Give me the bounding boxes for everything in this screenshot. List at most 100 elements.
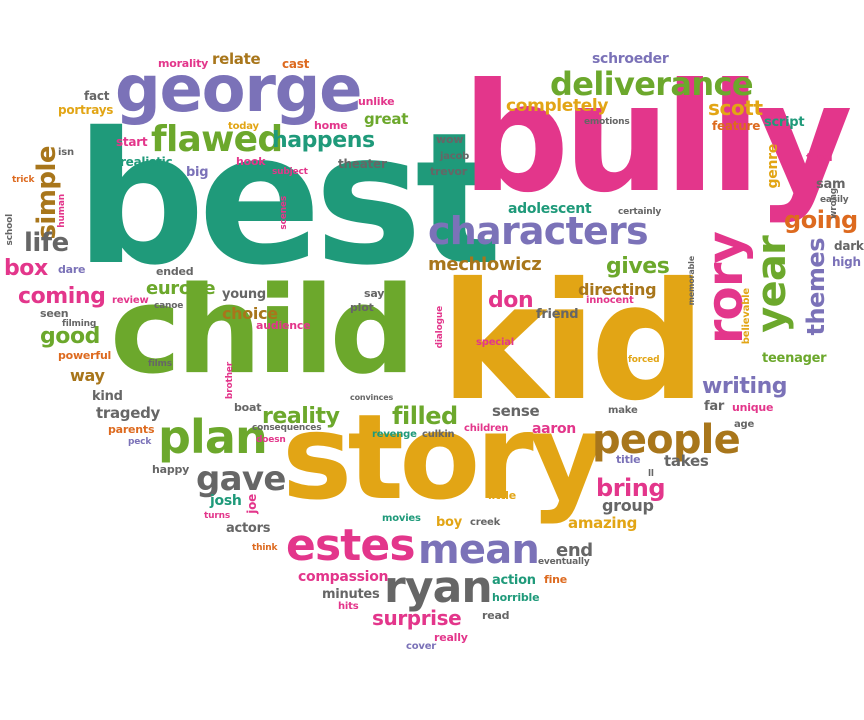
word-josh: josh: [210, 493, 242, 509]
word-morality: morality: [158, 57, 209, 70]
word-special: special: [476, 337, 515, 348]
word-far: far: [704, 399, 725, 414]
word-unique: unique: [732, 401, 774, 414]
word-start: start: [116, 135, 148, 149]
word-end: end: [556, 540, 593, 561]
word-plan: plan: [158, 410, 268, 464]
word-age: age: [734, 419, 755, 430]
word-year: year: [749, 236, 795, 333]
word-writing: writing: [702, 374, 788, 399]
word-going: going: [784, 206, 858, 234]
word-review: review: [112, 295, 149, 306]
word-make: make: [608, 405, 638, 416]
word-filming: filming: [62, 319, 97, 329]
word-compassion: compassion: [298, 569, 389, 585]
word-surprise: surprise: [372, 606, 462, 630]
word-emotions: emotions: [584, 117, 630, 127]
word-revenge: revenge: [372, 429, 417, 440]
word-ryan: ryan: [384, 562, 493, 613]
word-young: young: [222, 287, 266, 302]
word-story: story: [282, 388, 606, 526]
word-good: good: [40, 324, 100, 349]
word-reality: reality: [262, 404, 340, 429]
word-bully: bully: [462, 52, 853, 226]
word-say: say: [364, 287, 385, 300]
word-eventually: eventually: [538, 557, 590, 567]
word-people: people: [592, 417, 741, 463]
word-creek: creek: [470, 517, 501, 528]
word-filled: filled: [392, 402, 458, 430]
word-seen: seen: [40, 307, 69, 320]
word-really: really: [434, 631, 468, 644]
word-wow: wow: [436, 133, 464, 146]
word-convinces: convinces: [350, 393, 394, 402]
word-minutes: minutes: [322, 587, 380, 602]
word-plot: plot: [350, 301, 374, 314]
word-hits: hits: [338, 601, 359, 612]
word-joe: joe: [245, 494, 259, 514]
word-theater: theater: [338, 157, 387, 171]
word-life: life: [24, 228, 69, 258]
word-jacob: jacob: [440, 151, 470, 162]
word-script: script: [764, 115, 805, 130]
word-believable: believable: [741, 288, 752, 345]
word-read: read: [482, 609, 510, 622]
word-realistic: realistic: [120, 155, 173, 169]
word-canoe: canoe: [154, 301, 184, 311]
word-don: don: [488, 288, 534, 313]
word-actors: actors: [226, 521, 271, 536]
word-bring: bring: [596, 474, 666, 502]
word-dialogue: dialogue: [435, 306, 445, 349]
word-deliverance: deliverance: [550, 65, 754, 103]
word-choice: choice: [222, 304, 278, 323]
word-best: best: [75, 93, 502, 305]
word-forced: forced: [628, 355, 660, 365]
word-gave: gave: [196, 459, 286, 499]
word-innocent: innocent: [586, 295, 634, 306]
word-big: big: [186, 165, 209, 180]
word-horrible: horrible: [492, 591, 540, 604]
word-george: george: [115, 53, 363, 127]
word-tragedy: tragedy: [96, 404, 161, 422]
word-happens: happens: [272, 128, 375, 153]
word-isn: isn: [58, 147, 74, 158]
word-easily: easily: [820, 195, 849, 205]
word-culkin: culkin: [422, 429, 455, 440]
word-themes: themes: [802, 238, 830, 336]
word-movies: movies: [382, 513, 421, 524]
word-action: action: [492, 573, 536, 588]
word-human: human: [57, 194, 67, 228]
word-today: today: [228, 121, 259, 132]
word-title: title: [616, 453, 641, 466]
word-kind: kind: [92, 389, 123, 404]
word-mean: mean: [418, 527, 540, 573]
word-films: films: [148, 359, 172, 369]
word-subject: subject: [272, 167, 308, 177]
word-fine: fine: [544, 573, 567, 586]
word-doesn: doesn: [256, 435, 286, 445]
word-audience: audience: [256, 319, 311, 332]
word-trick: trick: [12, 175, 35, 185]
word-sense: sense: [492, 402, 540, 420]
word-fact: fact: [84, 89, 110, 103]
word-adolescent: adolescent: [508, 201, 592, 217]
word-children: children: [464, 423, 509, 434]
word-gives: gives: [606, 254, 670, 279]
word-powerful: powerful: [58, 349, 112, 362]
word-group: group: [602, 496, 654, 515]
word-think: think: [252, 543, 278, 553]
word-great: great: [364, 110, 409, 128]
word-school: school: [5, 214, 15, 246]
word-certainly: certainly: [618, 207, 662, 217]
word-boy: boy: [436, 515, 462, 530]
word-aaron: aaron: [532, 421, 576, 437]
word-memorable: memorable: [687, 256, 696, 306]
word-feature: feature: [712, 119, 761, 133]
word-parents: parents: [108, 423, 155, 436]
word-teenager: teenager: [762, 351, 827, 366]
word-mechlowicz: mechlowicz: [428, 254, 542, 275]
word-unlike: unlike: [358, 95, 395, 108]
word-boat: boat: [234, 401, 262, 414]
word-friend: friend: [536, 307, 579, 322]
